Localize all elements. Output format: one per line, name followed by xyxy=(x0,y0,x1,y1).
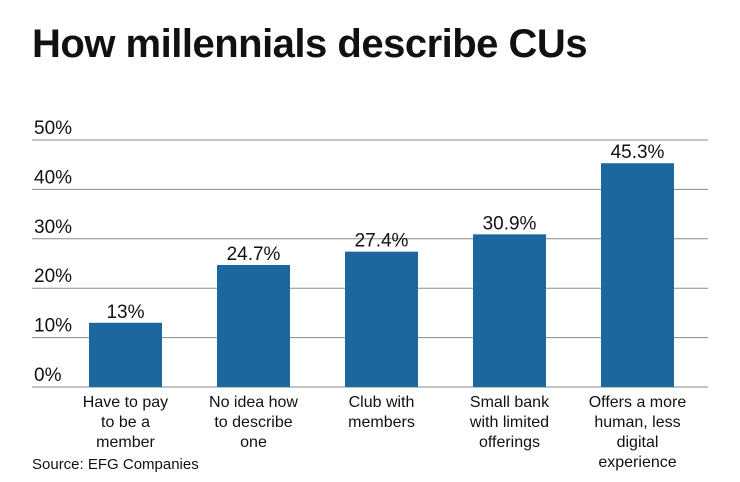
bar xyxy=(345,251,418,387)
x-category-label: one xyxy=(240,434,267,451)
data-label: 27.4% xyxy=(355,231,409,252)
data-label: 13% xyxy=(106,302,144,323)
data-label: 45.3% xyxy=(611,142,665,163)
y-tick-label: 10% xyxy=(34,316,72,337)
x-category-label: Small bank xyxy=(470,394,550,411)
data-label: 30.9% xyxy=(483,213,537,234)
bar xyxy=(217,264,290,387)
data-label: 24.7% xyxy=(227,244,281,265)
x-category-label: to be a xyxy=(101,414,150,431)
x-category-label: offerings xyxy=(479,434,540,451)
x-category-label: human, less xyxy=(594,414,680,431)
x-category-label: Offers a more xyxy=(589,394,687,411)
bar xyxy=(601,163,674,387)
source-note: Source: EFG Companies xyxy=(32,456,199,473)
chart-title: How millennials describe CUs xyxy=(32,22,588,66)
x-category-label: members xyxy=(348,414,415,431)
bar xyxy=(89,322,162,387)
y-tick-label: 50% xyxy=(34,118,72,139)
x-category-label: Have to pay xyxy=(83,394,168,411)
x-category-label: member xyxy=(96,434,155,451)
x-category-label: digital xyxy=(617,434,659,451)
y-tick-label: 40% xyxy=(34,167,72,188)
x-category-label: with limited xyxy=(469,414,549,431)
y-tick-label: 0% xyxy=(34,365,62,386)
y-tick-label: 20% xyxy=(34,266,72,287)
x-category-label: to describe xyxy=(214,414,292,431)
bar xyxy=(473,234,546,387)
x-category-label: Club with xyxy=(349,394,415,411)
x-category-label: experience xyxy=(598,454,676,471)
x-category-label: No idea how xyxy=(209,394,298,411)
y-tick-label: 30% xyxy=(34,217,72,238)
